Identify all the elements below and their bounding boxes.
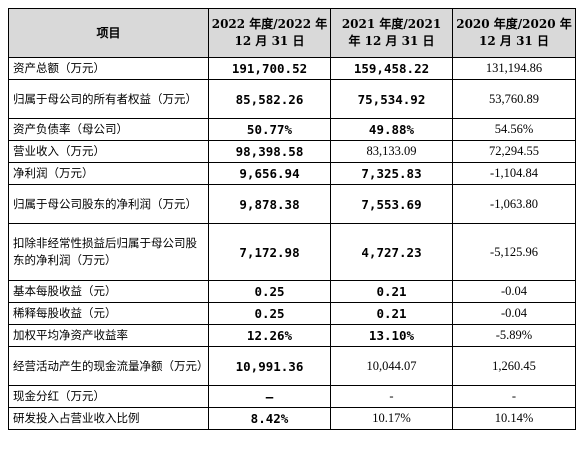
header-2021: 2021 年度/2021 年 12 月 31 日: [330, 8, 453, 58]
value-2020: -0.04: [452, 302, 576, 325]
financial-summary: 项目 2022 年度/2022 年 12 月 31 日 2021 年度/2021…: [8, 8, 576, 430]
value-2021: 7,325.83: [330, 162, 453, 185]
value-2020: 54.56%: [452, 118, 576, 141]
table-row: 营业收入（万元） 98,398.58 83,133.09 72,294.55: [8, 140, 576, 163]
value-2022: 0.25: [208, 280, 331, 303]
table-row: 加权平均净资产收益率 12.26% 13.10% -5.89%: [8, 324, 576, 347]
header-2021-label: 2021 年度/2021 年 12 月 31 日: [341, 17, 442, 48]
value-2022: 9,656.94: [208, 162, 331, 185]
value-2022: 7,172.98: [208, 223, 331, 281]
table-row: 资产总额（万元） 191,700.52 159,458.22 131,194.86: [8, 57, 576, 80]
table-row: 研发投入占营业收入比例 8.42% 10.17% 10.14%: [8, 407, 576, 430]
value-2021: -: [330, 385, 453, 408]
row-label: 归属于母公司的所有者权益（万元）: [8, 79, 209, 119]
table-row: 资产负债率（母公司） 50.77% 49.88% 54.56%: [8, 118, 576, 141]
header-item-label: 项目: [96, 25, 121, 40]
value-2020: -: [452, 385, 576, 408]
value-2021: 83,133.09: [330, 140, 453, 163]
table-body: 资产总额（万元） 191,700.52 159,458.22 131,194.86 归属…: [8, 57, 576, 430]
row-label: 研发投入占营业收入比例: [8, 407, 209, 430]
table-row: 净利润（万元） 9,656.94 7,325.83 -1,104.84: [8, 162, 576, 185]
value-2020: -5.89%: [452, 324, 576, 347]
value-2020: -1,104.84: [452, 162, 576, 185]
table-row: 归属于母公司股东的净利润（万元） 9,878.38 7,553.69 -1,063.8…: [8, 184, 576, 224]
row-label: 净利润（万元）: [8, 162, 209, 185]
row-label: 营业收入（万元）: [8, 140, 209, 163]
value-2020: 131,194.86: [452, 57, 576, 80]
row-label: 资产总额（万元）: [8, 57, 209, 80]
row-label: 扣除非经常性损益后归属于母公司股东的净利润（万元）: [8, 223, 209, 281]
value-2021: 0.21: [330, 280, 453, 303]
value-2022: 8.42%: [208, 407, 331, 430]
header-2020: 2020 年度/2020 年 12 月 31 日: [452, 8, 576, 58]
value-2021: 159,458.22: [330, 57, 453, 80]
table-row: 稀释每股收益（元） 0.25 0.21 -0.04: [8, 302, 576, 325]
row-label: 稀释每股收益（元）: [8, 302, 209, 325]
value-2020: -5,125.96: [452, 223, 576, 281]
value-2021: 0.21: [330, 302, 453, 325]
value-2022: 9,878.38: [208, 184, 331, 224]
value-2022: 50.77%: [208, 118, 331, 141]
table-row: 经营活动产生的现金流量净额（万元） 10,991.36 10,044.07 1,260…: [8, 346, 576, 386]
financial-table: 项目 2022 年度/2022 年 12 月 31 日 2021 年度/2021…: [8, 8, 576, 430]
header-2022-label: 2022 年度/2022 年 12 月 31 日: [211, 17, 328, 48]
header-2022: 2022 年度/2022 年 12 月 31 日: [208, 8, 331, 58]
row-label: 经营活动产生的现金流量净额（万元）: [8, 346, 209, 386]
value-2020: -1,063.80: [452, 184, 576, 224]
value-2022: 191,700.52: [208, 57, 331, 80]
value-2022: 0.25: [208, 302, 331, 325]
row-label: 基本每股收益（元）: [8, 280, 209, 303]
value-2021: 10,044.07: [330, 346, 453, 386]
value-2021: 10.17%: [330, 407, 453, 430]
value-2020: -0.04: [452, 280, 576, 303]
table-header-row: 项目 2022 年度/2022 年 12 月 31 日 2021 年度/2021…: [8, 8, 576, 58]
value-2022: –: [208, 385, 331, 408]
value-2020: 1,260.45: [452, 346, 576, 386]
table-row: 归属于母公司的所有者权益（万元） 85,582.26 75,534.92 53,760…: [8, 79, 576, 119]
value-2021: 13.10%: [330, 324, 453, 347]
header-item: 项目: [8, 8, 209, 58]
row-label: 资产负债率（母公司）: [8, 118, 209, 141]
table-row: 现金分红（万元） – - -: [8, 385, 576, 408]
value-2022: 12.26%: [208, 324, 331, 347]
header-2020-label: 2020 年度/2020 年 12 月 31 日: [456, 17, 572, 48]
value-2020: 72,294.55: [452, 140, 576, 163]
value-2021: 75,534.92: [330, 79, 453, 119]
value-2021: 4,727.23: [330, 223, 453, 281]
value-2022: 85,582.26: [208, 79, 331, 119]
table-row: 基本每股收益（元） 0.25 0.21 -0.04: [8, 280, 576, 303]
table-row: 扣除非经常性损益后归属于母公司股东的净利润（万元） 7,172.98 4,727.2…: [8, 223, 576, 281]
value-2022: 10,991.36: [208, 346, 331, 386]
value-2021: 7,553.69: [330, 184, 453, 224]
value-2022: 98,398.58: [208, 140, 331, 163]
value-2020: 53,760.89: [452, 79, 576, 119]
row-label: 加权平均净资产收益率: [8, 324, 209, 347]
value-2020: 10.14%: [452, 407, 576, 430]
row-label: 归属于母公司股东的净利润（万元）: [8, 184, 209, 224]
row-label: 现金分红（万元）: [8, 385, 209, 408]
value-2021: 49.88%: [330, 118, 453, 141]
